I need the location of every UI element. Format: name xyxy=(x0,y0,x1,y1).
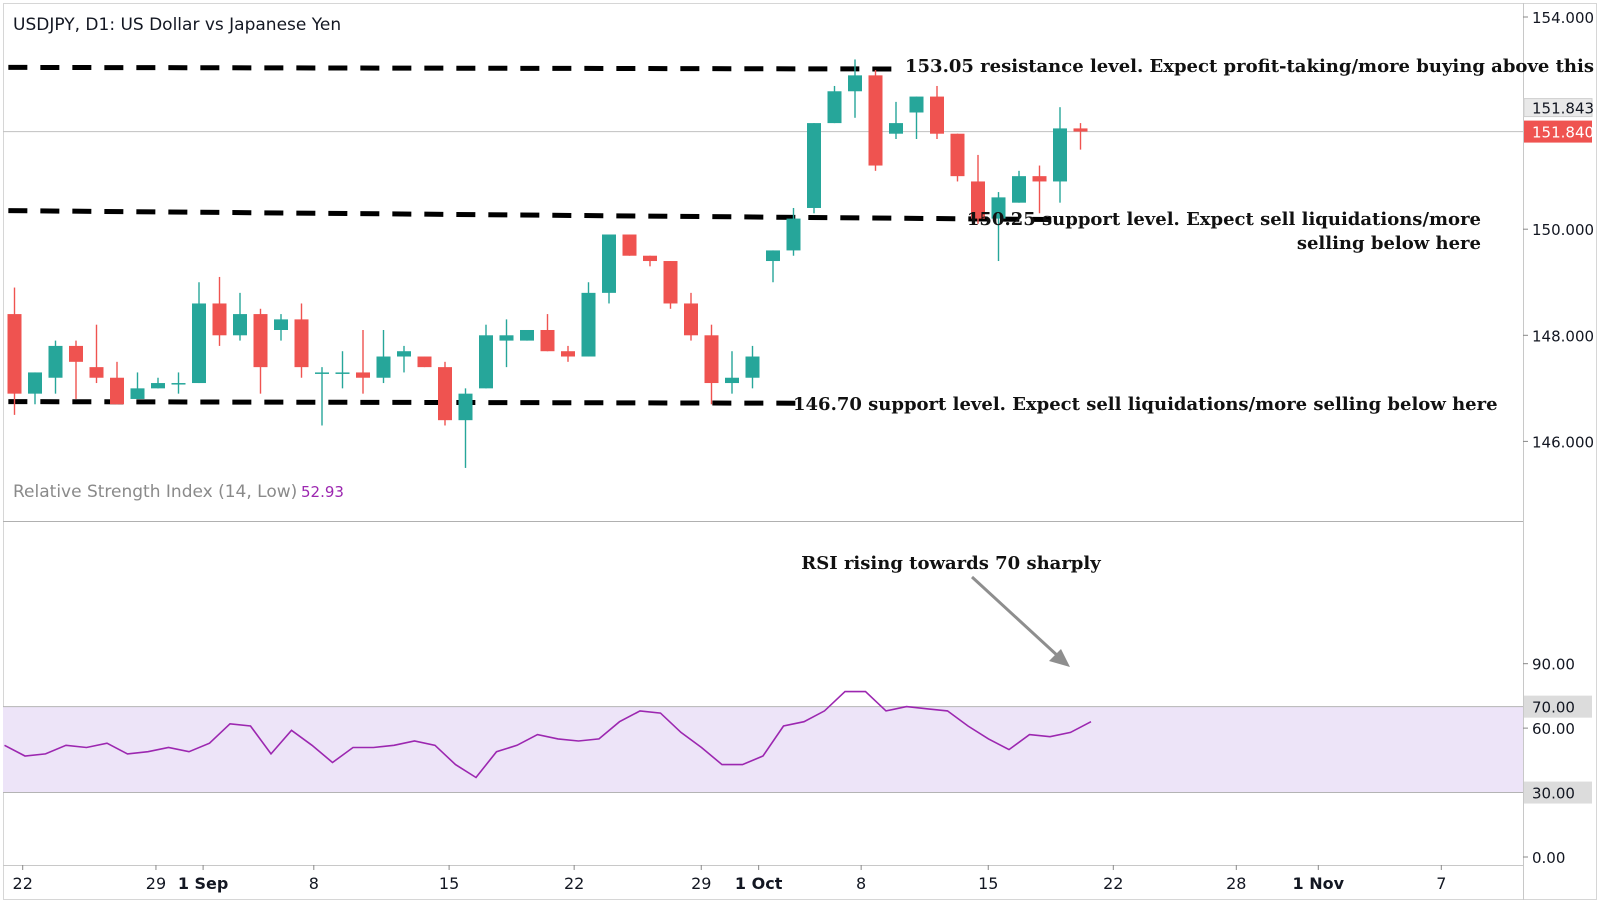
rsi-annotation: RSI rising towards 70 sharply xyxy=(801,553,1101,574)
candle-body xyxy=(766,250,780,261)
time-tick-label: 1 Oct xyxy=(735,874,783,893)
candle xyxy=(828,86,842,123)
time-tick-label: 7 xyxy=(1436,874,1446,893)
candle xyxy=(418,357,432,368)
chart-title: USDJPY, D1: US Dollar vs Japanese Yen xyxy=(13,15,341,35)
rsi-tick-label: 60.00 xyxy=(1532,720,1575,738)
candle-body xyxy=(233,314,247,335)
time-tick-label: 8 xyxy=(309,874,319,893)
time-tick-label: 15 xyxy=(978,874,998,893)
rsi-band xyxy=(3,707,1523,793)
candle-body xyxy=(643,256,657,261)
candle-body xyxy=(684,303,698,335)
candle-body xyxy=(418,357,432,368)
candle-body xyxy=(274,319,288,330)
price-tick-label: 154.000 xyxy=(1532,9,1594,27)
rsi-band-label: 30.00 xyxy=(1532,785,1575,803)
candle-body xyxy=(69,346,83,362)
candle xyxy=(438,362,452,426)
candle-body xyxy=(172,383,186,385)
candle-body xyxy=(951,134,965,176)
price-tick-label: 150.000 xyxy=(1532,221,1594,239)
candle-body xyxy=(479,335,493,388)
candle-body xyxy=(561,351,575,356)
candle-body xyxy=(582,293,596,357)
candle-body xyxy=(1012,176,1026,203)
candle-body xyxy=(397,351,411,356)
candle-body xyxy=(869,75,883,165)
level-label-support-146: 146.70 support level. Expect sell liquid… xyxy=(793,394,1498,415)
candle xyxy=(623,235,637,256)
candle-body xyxy=(90,367,104,378)
candle xyxy=(582,282,596,356)
candle-body xyxy=(930,97,944,134)
candle xyxy=(869,70,883,171)
candle-body xyxy=(889,123,903,134)
candle-body xyxy=(8,314,22,394)
candle-body xyxy=(1074,128,1088,131)
rsi-legend-value: 52.93 xyxy=(301,483,344,501)
candle-body xyxy=(541,330,555,351)
candle-body xyxy=(192,303,206,383)
level-label-support-150: selling below here xyxy=(1297,233,1481,254)
candle-body xyxy=(295,319,309,367)
time-tick-label: 22 xyxy=(1103,874,1123,893)
time-tick-label: 8 xyxy=(856,874,866,893)
candle-body xyxy=(910,97,924,113)
candle-body xyxy=(377,357,391,378)
time-tick-label: 22 xyxy=(13,874,33,893)
candle-body xyxy=(848,75,862,91)
candle-body xyxy=(438,367,452,420)
candle-body xyxy=(213,303,227,335)
level-label-resistance: 153.05 resistance level. Expect profit-t… xyxy=(905,56,1600,77)
time-tick-label: 1 Sep xyxy=(178,874,229,893)
price-tick-label: 148.000 xyxy=(1532,327,1594,345)
candle-body xyxy=(315,372,329,374)
candle-body xyxy=(459,394,473,421)
time-tick-label: 22 xyxy=(564,874,584,893)
time-tick-label: 29 xyxy=(146,874,166,893)
last-price-label: 151.843 xyxy=(1532,100,1594,118)
candle-body xyxy=(110,378,124,405)
candle-body xyxy=(28,372,42,393)
current-price-label: 151.840 xyxy=(1532,124,1594,142)
rsi-tick-label: 90.00 xyxy=(1532,656,1575,674)
candle-body xyxy=(1033,176,1047,181)
candle-body xyxy=(664,261,678,303)
rsi-tick-label: 0.00 xyxy=(1532,849,1565,867)
candle-body xyxy=(500,335,514,340)
candle-body xyxy=(623,235,637,256)
candle-body xyxy=(520,330,534,341)
candle-body xyxy=(705,335,719,383)
candle xyxy=(664,261,678,309)
level-label-support-150: 150.25 support level. Expect sell liquid… xyxy=(967,209,1481,230)
candle-body xyxy=(151,383,165,388)
candle-body xyxy=(49,346,63,378)
price-tick-label: 146.000 xyxy=(1532,433,1594,451)
candle xyxy=(951,134,965,182)
candle-body xyxy=(336,372,350,374)
candle xyxy=(520,330,534,341)
time-tick-label: 1 Nov xyxy=(1293,874,1345,893)
candle-body xyxy=(254,314,268,367)
candle-body xyxy=(725,378,739,383)
candle-body xyxy=(807,123,821,208)
rsi-band-label: 70.00 xyxy=(1532,699,1575,717)
candle-body xyxy=(787,219,801,251)
candle-body xyxy=(746,357,760,378)
candle-body xyxy=(356,372,370,377)
time-tick-label: 28 xyxy=(1226,874,1246,893)
candle-body xyxy=(602,235,616,293)
candle-body xyxy=(828,91,842,123)
candle xyxy=(807,123,821,213)
time-tick-label: 15 xyxy=(439,874,459,893)
rsi-legend-title: Relative Strength Index (14, Low) xyxy=(13,482,297,502)
time-tick-label: 29 xyxy=(691,874,711,893)
candle-body xyxy=(1053,128,1067,181)
candle-body xyxy=(131,388,145,399)
